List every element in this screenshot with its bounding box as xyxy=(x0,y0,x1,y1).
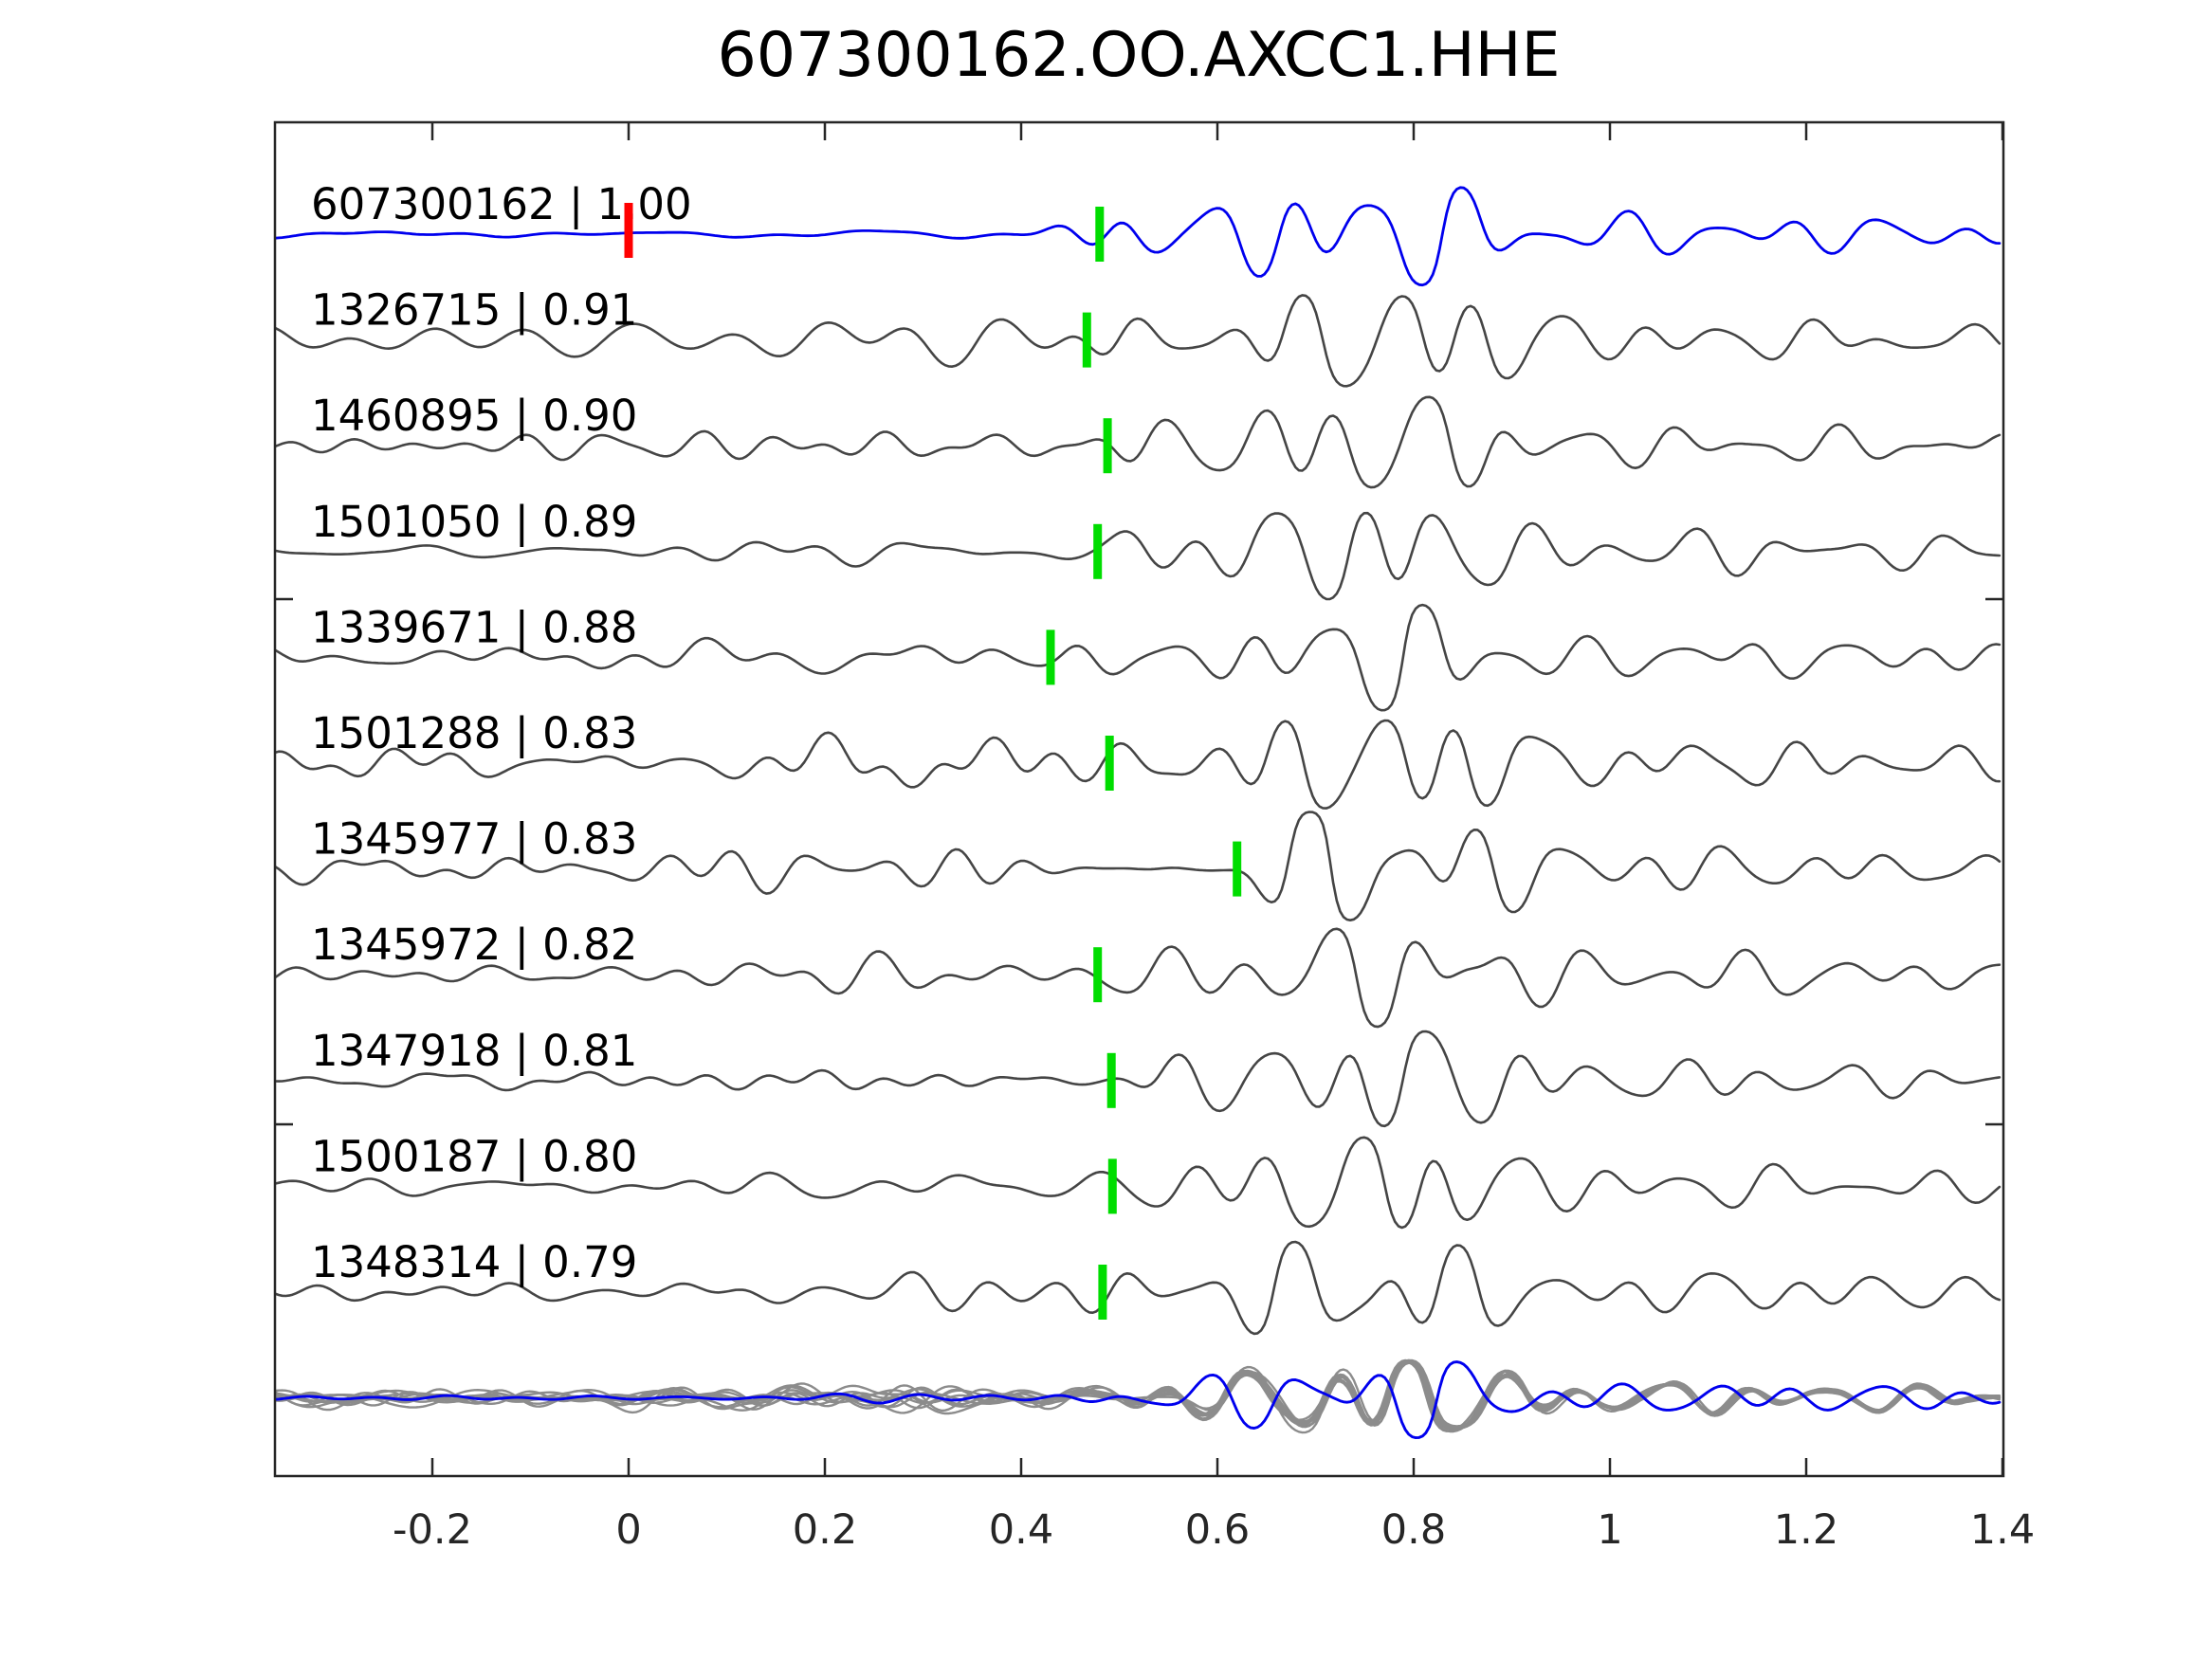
trace-label: 1345972 | 0.82 xyxy=(311,920,637,970)
template-trace xyxy=(275,927,2002,1029)
match-pick-marker xyxy=(1095,207,1105,262)
trace-label: 1460895 | 0.90 xyxy=(311,391,637,441)
match-pick-marker xyxy=(1082,312,1091,368)
template-trace xyxy=(275,603,2002,712)
trace-label: 607300162 | 1.00 xyxy=(311,179,692,229)
x-tick-label: 1.4 xyxy=(1970,1506,2035,1554)
x-tick-label: -0.2 xyxy=(393,1506,472,1554)
match-pick-marker xyxy=(1093,523,1103,579)
trace-label: 1347918 | 0.81 xyxy=(311,1026,637,1076)
match-pick-marker xyxy=(1098,1265,1107,1320)
match-pick-marker xyxy=(1093,947,1103,1003)
trace-label: 1339671 | 0.88 xyxy=(311,602,637,652)
trace-label: 1500187 | 0.80 xyxy=(311,1131,637,1181)
trace-label: 1501288 | 0.83 xyxy=(311,708,637,758)
trace-label-group: 607300162 | 1.00 1326715 | 0.91 1460895 | … xyxy=(311,179,692,1287)
match-pick-marker xyxy=(1105,736,1114,791)
plot-frame xyxy=(273,120,2005,1478)
axes-group: -0.2 0 0.2 0.4 0.6 0.8 1 1.2 1.4 xyxy=(273,120,2035,1554)
x-tick-label: 1.2 xyxy=(1774,1506,1838,1554)
trace-label: 1348314 | 0.79 xyxy=(311,1237,637,1287)
x-tick-label: 0.4 xyxy=(989,1506,1053,1554)
template-trace xyxy=(275,511,2002,601)
reference-trace xyxy=(275,186,2002,287)
match-pick-marker xyxy=(1103,418,1112,474)
template-trace xyxy=(275,1030,2002,1128)
template-trace xyxy=(275,294,2002,388)
trace-label: 1345977 | 0.83 xyxy=(311,814,637,865)
template-trace xyxy=(275,1136,2002,1230)
trace-group xyxy=(275,186,2002,1440)
x-tick-label: 1 xyxy=(1597,1506,1622,1554)
x-tick-label: 0.8 xyxy=(1381,1506,1446,1554)
match-pick-marker xyxy=(1233,841,1242,897)
match-pick-marker xyxy=(1107,1158,1117,1214)
overlay-reference-trace xyxy=(275,1360,2002,1440)
template-trace xyxy=(275,719,2002,810)
template-trace xyxy=(275,1240,2002,1336)
x-tick-label: 0 xyxy=(615,1506,641,1554)
trace-label: 1326715 | 0.91 xyxy=(311,285,637,336)
match-pick-marker xyxy=(1106,1052,1116,1108)
overlay-trace xyxy=(275,1360,2002,1429)
x-tick-label: 0.6 xyxy=(1185,1506,1250,1554)
template-trace xyxy=(275,395,2002,489)
x-tick-label: 0.2 xyxy=(793,1506,857,1554)
match-pick-marker xyxy=(1046,629,1055,685)
figure-title: 607300162.OO.AXCC1.HHE xyxy=(717,20,1560,91)
template-trace xyxy=(275,811,2002,921)
pick-marker-group xyxy=(624,203,1242,1320)
trace-label: 1501050 | 0.89 xyxy=(311,497,637,547)
reference-pick-marker xyxy=(624,203,633,258)
